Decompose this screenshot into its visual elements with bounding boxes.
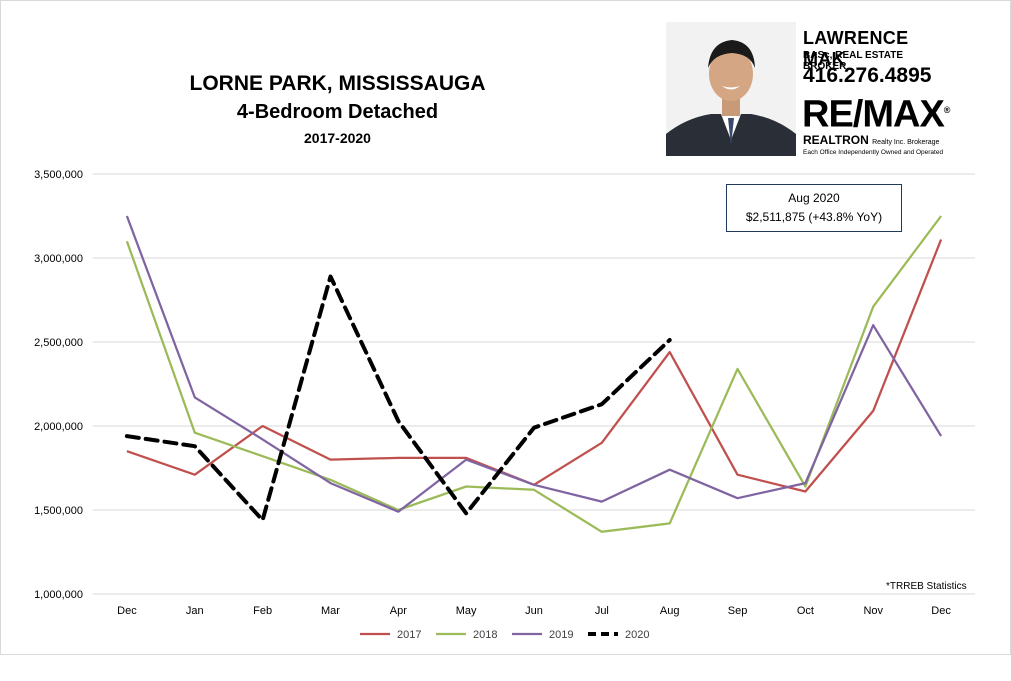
data-point-2019	[262, 438, 264, 440]
x-tick-label: May	[456, 605, 477, 617]
y-tick-label: 1,000,000	[34, 589, 83, 601]
data-point-2019	[601, 501, 603, 503]
data-point-2017	[329, 459, 331, 461]
data-point-2017	[940, 239, 942, 241]
brand-mark: ®	[943, 105, 951, 115]
data-point-2019	[397, 511, 399, 513]
data-point-2020	[601, 403, 603, 405]
data-point-2020	[397, 420, 399, 422]
office-small: Realty Inc. Brokerage	[872, 139, 940, 146]
x-tick-label: Jun	[525, 605, 543, 617]
x-tick-label: Apr	[390, 605, 407, 617]
chart-years: 2017-2020	[304, 130, 371, 146]
annotation-line1: Aug 2020	[788, 191, 840, 205]
data-point-2019	[872, 324, 874, 326]
y-tick-label: 3,000,000	[34, 253, 83, 265]
data-point-2020	[262, 519, 264, 521]
data-point-2020	[126, 435, 128, 437]
data-point-2019	[533, 484, 535, 486]
agent-phone: 416.276.4895	[803, 64, 932, 87]
data-point-2017	[804, 491, 806, 493]
data-point-2017	[872, 410, 874, 412]
data-point-2020	[533, 427, 535, 429]
data-point-2018	[872, 306, 874, 308]
x-tick-label: Mar	[321, 605, 340, 617]
data-point-2018	[465, 485, 467, 487]
data-point-2018	[126, 240, 128, 242]
legend-label-2018: 2018	[473, 629, 497, 641]
agent-role: BASc, REAL ESTATE BROKER	[803, 50, 904, 72]
x-tick-label: Jul	[595, 605, 609, 617]
data-point-2018	[804, 485, 806, 487]
y-tick-label: 2,500,000	[34, 337, 83, 349]
data-point-2017	[126, 450, 128, 452]
x-tick-label: Jan	[186, 605, 204, 617]
data-point-2017	[262, 425, 264, 427]
data-point-2018	[329, 479, 331, 481]
data-point-2020	[669, 339, 671, 341]
data-point-2018	[194, 432, 196, 434]
legend-label-2019: 2019	[549, 629, 573, 641]
legend-label-2020: 2020	[625, 629, 649, 641]
x-tick-label: Oct	[797, 605, 814, 617]
agent-advert: LAWRENCE MAK BASc, REAL ESTATE BROKER 41…	[666, 22, 951, 158]
y-tick-label: 2,000,000	[34, 421, 83, 433]
x-tick-label: Feb	[253, 605, 272, 617]
annotation-box: Aug 2020 $2,511,875 (+43.8% YoY)	[726, 184, 902, 232]
data-point-2019	[194, 396, 196, 398]
source-note: *TRREB Statistics	[886, 581, 967, 592]
data-point-2019	[465, 459, 467, 461]
office-name: REALTRON Realty Inc. Brokerage	[803, 133, 939, 147]
agent-portrait-icon	[666, 22, 796, 156]
x-tick-label: Nov	[863, 605, 883, 617]
x-tick-label: Sep	[728, 605, 748, 617]
data-point-2017	[601, 442, 603, 444]
data-point-2018	[940, 215, 942, 217]
y-tick-label: 1,500,000	[34, 505, 83, 517]
legend-label-2017: 2017	[397, 629, 421, 641]
annotation-line2: $2,511,875 (+43.8% YoY)	[745, 210, 883, 224]
data-point-2017	[397, 457, 399, 459]
agent-name: LAWRENCE MAK	[803, 28, 909, 69]
office-note: Each Office Independently Owned and Oper…	[803, 149, 944, 156]
data-point-2019	[669, 469, 671, 471]
data-point-2019	[940, 435, 942, 437]
chart-title-block: LORNE PARK, MISSISSAUGA 4-Bedroom Detach…	[150, 70, 525, 150]
data-point-2017	[194, 474, 196, 476]
x-tick-label: Dec	[931, 605, 951, 617]
series-line-2020	[124, 274, 672, 523]
data-point-2018	[601, 531, 603, 533]
brand-name: RE/MAX	[802, 93, 945, 136]
office-label: REALTRON	[803, 133, 869, 147]
x-tick-label: Aug	[660, 605, 680, 617]
data-point-2019	[737, 497, 739, 499]
data-point-2019	[126, 215, 128, 217]
data-point-2018	[737, 368, 739, 370]
data-point-2020	[329, 275, 331, 277]
brand-logo: RE/MAX®	[802, 90, 951, 136]
data-point-2019	[804, 482, 806, 484]
data-point-2018	[533, 489, 535, 491]
data-point-2018	[669, 522, 671, 524]
series-line-2019	[125, 215, 943, 513]
chart-subtitle: 4-Bedroom Detached	[236, 101, 439, 123]
series-line-2018	[125, 215, 943, 533]
y-tick-label: 3,500,000	[34, 169, 83, 181]
chart-title: LORNE PARK, MISSISSAUGA	[189, 72, 486, 95]
data-point-2020	[465, 512, 467, 514]
x-tick-label: Dec	[117, 605, 137, 617]
data-point-2018	[262, 455, 264, 457]
data-point-2020	[194, 445, 196, 447]
data-point-2017	[737, 474, 739, 476]
data-point-2017	[669, 351, 671, 353]
data-point-2019	[329, 482, 331, 484]
